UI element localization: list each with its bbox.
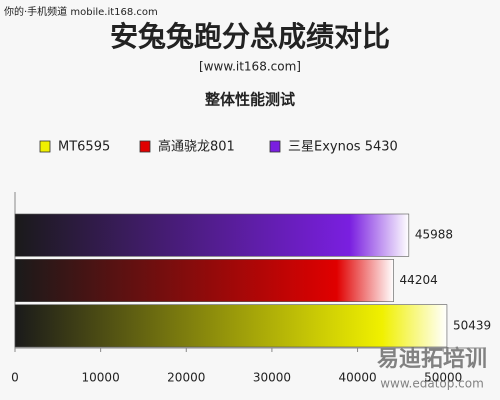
x-tick-label: 20000 [167, 371, 205, 385]
value-label: 44204 [400, 273, 438, 287]
x-tick-label: 0 [11, 371, 19, 385]
watermark: 你的·手机频道 mobile.it168.com [4, 5, 158, 18]
x-tick-label: 50000 [424, 371, 462, 385]
x-tick-label: 40000 [338, 371, 376, 385]
bar [14, 304, 448, 348]
x-tick-label: 10000 [82, 371, 120, 385]
legend-swatch [269, 140, 281, 153]
legend-label: MT6595 [58, 140, 110, 155]
value-label: 50439 [453, 318, 491, 332]
chart-subtitle: [www.it168.com] [199, 60, 301, 74]
watermark: www.edatop.com [380, 377, 484, 391]
legend-label: 高通骁龙801 [158, 139, 235, 155]
chart-title: 安兔兔跑分总成绩对比 [110, 20, 390, 53]
bar [14, 213, 410, 257]
value-label: 45988 [415, 228, 453, 242]
x-tick-label: 30000 [253, 371, 291, 385]
bar [14, 259, 394, 302]
legend-swatch [139, 140, 151, 153]
watermark: 易迪拓培训 [377, 346, 487, 372]
legend-label: 三星Exynos 5430 [288, 140, 398, 155]
plot-title: 整体性能测试 [205, 91, 295, 109]
legend-swatch [39, 140, 51, 153]
